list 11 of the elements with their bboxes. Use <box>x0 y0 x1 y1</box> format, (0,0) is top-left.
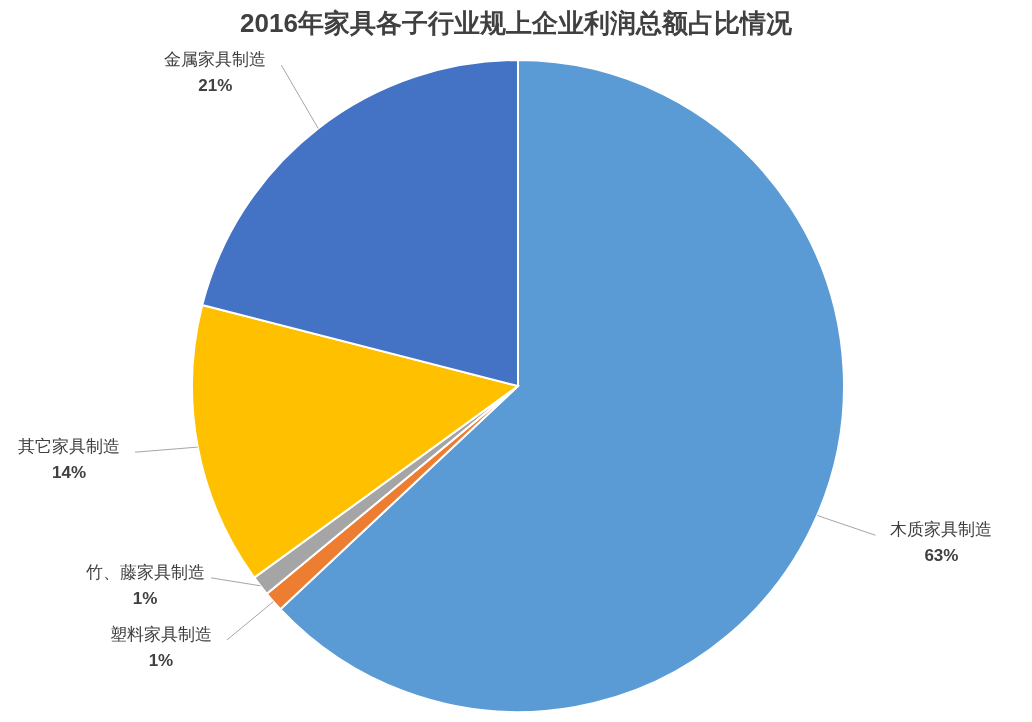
slice-label: 金属家具制造 <box>164 50 267 70</box>
chart-title: 2016年家具各子行业规上企业利润总额占比情况 <box>240 8 793 38</box>
data-label: 63% <box>924 546 959 566</box>
data-label: 1% <box>132 588 158 608</box>
slice-label: 其它家具制造 <box>18 437 121 457</box>
data-label: 1% <box>148 650 174 670</box>
slice-label: 木质家具制造 <box>890 520 993 540</box>
slice-label: 竹、藤家具制造 <box>85 562 205 582</box>
data-label: 14% <box>52 463 87 483</box>
slice-label: 塑料家具制造 <box>109 624 212 644</box>
data-label: 21% <box>198 76 233 96</box>
